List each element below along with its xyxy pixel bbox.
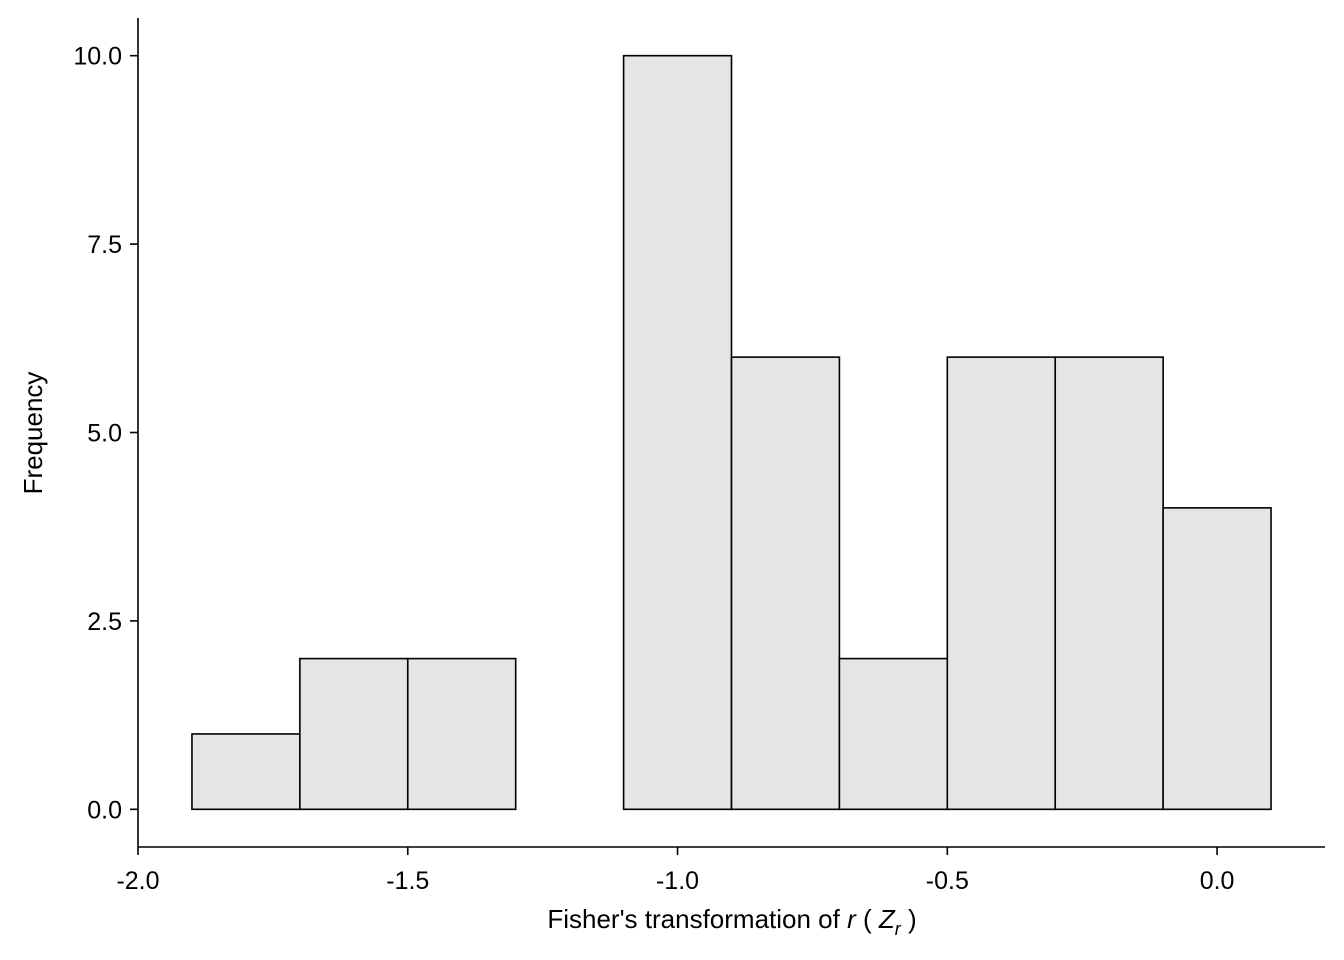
- histogram-bar-6: [838, 657, 949, 811]
- x-axis-title: Fisher's transformation of r ( Zr ): [547, 904, 916, 939]
- histogram-bar-2: [406, 657, 517, 811]
- x-axis-title-variable: r: [847, 904, 857, 934]
- x-axis-title-open-paren: (: [856, 904, 879, 934]
- x-axis-title-symbol: Z: [878, 904, 896, 934]
- histogram-bar-9: [1162, 507, 1272, 811]
- histogram-bar-4: [622, 54, 733, 811]
- histogram-bar-5: [730, 356, 841, 811]
- x-tick-label: -1.0: [656, 867, 699, 895]
- y-tick-label: 2.5: [87, 608, 122, 636]
- histogram-bar-0: [191, 733, 301, 811]
- x-axis-title-prefix: Fisher's transformation of: [547, 904, 847, 934]
- y-axis-title: Frequency: [18, 372, 48, 495]
- histogram-bar-1: [299, 657, 409, 811]
- y-tick-label: 0.0: [87, 796, 122, 824]
- x-tick-label: -0.5: [926, 867, 969, 895]
- histogram-bars: [191, 54, 1272, 811]
- x-tick-label: 0.0: [1200, 867, 1235, 895]
- y-tick-label: 5.0: [87, 420, 122, 448]
- x-tick-label: -2.0: [116, 867, 159, 895]
- x-axis-ticks: -2.0 -1.5 -1.0 -0.5 0.0: [116, 847, 1234, 895]
- histogram-bar-7: [946, 356, 1057, 811]
- x-axis-title-close-paren: ): [901, 904, 917, 934]
- y-tick-label: 7.5: [87, 231, 122, 259]
- x-axis-title-subscript: r: [895, 919, 902, 939]
- x-tick-label: -1.5: [386, 867, 429, 895]
- y-tick-label: 10.0: [73, 43, 122, 71]
- histogram-bar-8: [1054, 356, 1164, 811]
- y-axis-ticks: 0.0 2.5 5.0 7.5 10.0: [73, 43, 138, 824]
